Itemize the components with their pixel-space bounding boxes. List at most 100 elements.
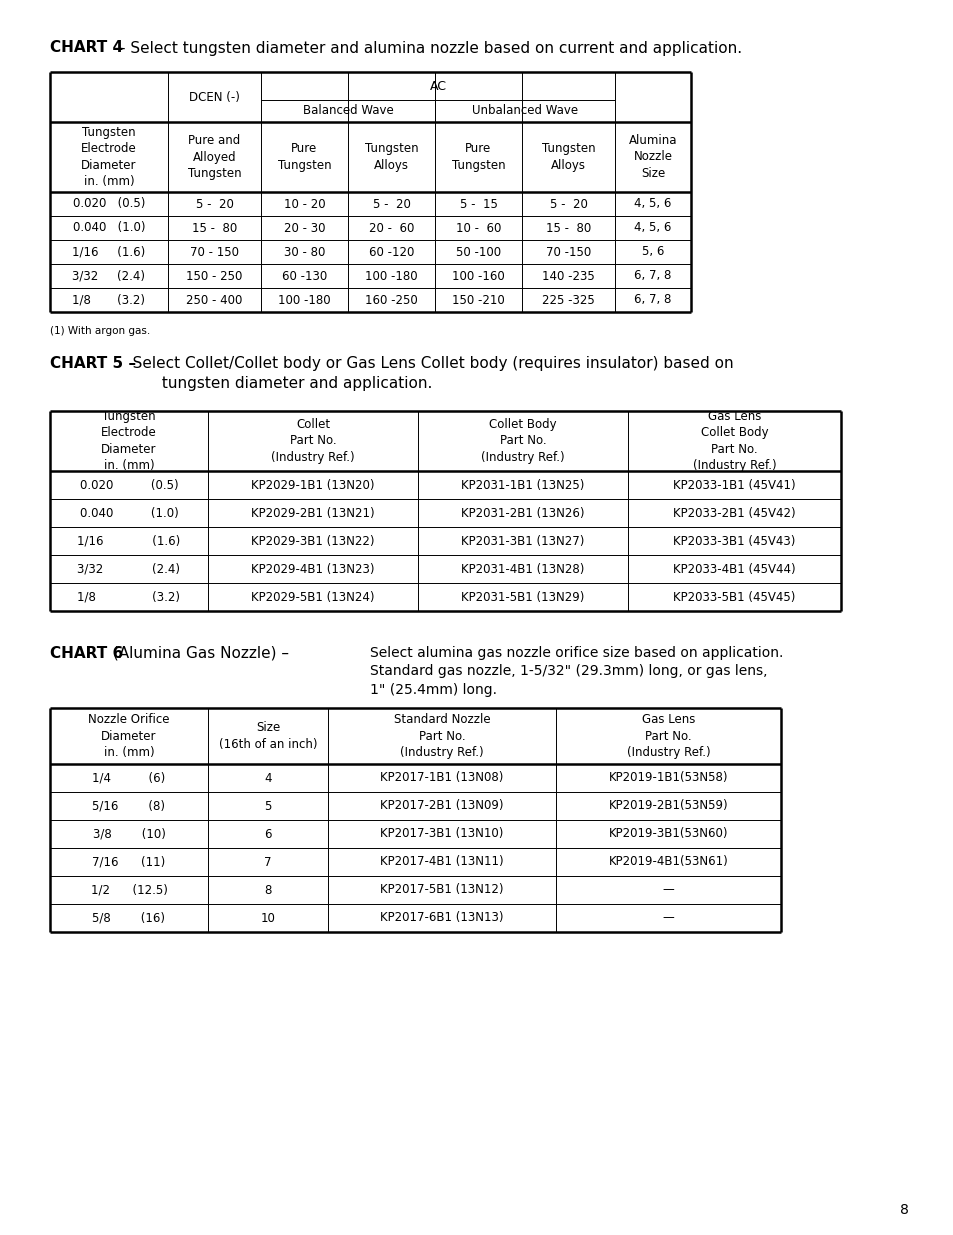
Text: Nozzle Orifice
Diameter
in. (mm): Nozzle Orifice Diameter in. (mm) [89,713,170,760]
Text: KP2033-4B1 (45V44): KP2033-4B1 (45V44) [673,562,795,576]
Text: Balanced Wave: Balanced Wave [302,105,393,117]
Text: KP2033-3B1 (45V43): KP2033-3B1 (45V43) [673,535,795,547]
Text: 60 -130: 60 -130 [281,269,327,283]
Text: 1/8               (3.2): 1/8 (3.2) [77,590,180,604]
Text: 5 -  20: 5 - 20 [373,198,410,210]
Text: KP2029-1B1 (13N20): KP2029-1B1 (13N20) [251,478,375,492]
Text: KP2019-2B1(53N59): KP2019-2B1(53N59) [608,799,727,813]
Text: KP2033-2B1 (45V42): KP2033-2B1 (45V42) [673,506,795,520]
Text: 1/16     (1.6): 1/16 (1.6) [72,246,146,258]
Text: (Alumina Gas Nozzle) –: (Alumina Gas Nozzle) – [108,646,289,661]
Text: 5 -  15: 5 - 15 [459,198,497,210]
Text: KP2017-1B1 (13N08): KP2017-1B1 (13N08) [380,772,503,784]
Text: Size
(16th of an inch): Size (16th of an inch) [218,721,317,751]
Text: – Select tungsten diameter and alumina nozzle based on current and application.: – Select tungsten diameter and alumina n… [112,41,741,56]
Text: 5: 5 [264,799,272,813]
Text: 0.020          (0.5): 0.020 (0.5) [80,478,178,492]
Text: 4: 4 [264,772,272,784]
Text: KP2031-5B1 (13N29): KP2031-5B1 (13N29) [461,590,584,604]
Text: 0.040   (1.0): 0.040 (1.0) [72,221,145,235]
Text: —: — [662,883,674,897]
Text: CHART 4: CHART 4 [50,41,123,56]
Text: KP2019-3B1(53N60): KP2019-3B1(53N60) [608,827,727,841]
Text: 30 - 80: 30 - 80 [283,246,325,258]
Text: 225 -325: 225 -325 [541,294,595,306]
Text: DCEN (-): DCEN (-) [189,90,240,104]
Text: KP2019-1B1(53N58): KP2019-1B1(53N58) [608,772,727,784]
Text: KP2031-4B1 (13N28): KP2031-4B1 (13N28) [461,562,584,576]
Text: 20 -  60: 20 - 60 [369,221,414,235]
Text: 1/4          (6): 1/4 (6) [92,772,166,784]
Text: 7/16      (11): 7/16 (11) [92,856,166,868]
Text: 1/8       (3.2): 1/8 (3.2) [72,294,146,306]
Text: 1/16             (1.6): 1/16 (1.6) [77,535,180,547]
Text: Pure
Tungsten: Pure Tungsten [451,142,505,172]
Text: Tungsten
Electrode
Diameter
in. (mm): Tungsten Electrode Diameter in. (mm) [81,126,136,188]
Text: Unbalanced Wave: Unbalanced Wave [472,105,578,117]
Text: Collet Body
Part No.
(Industry Ref.): Collet Body Part No. (Industry Ref.) [480,417,564,464]
Text: 6, 7, 8: 6, 7, 8 [634,294,671,306]
Text: KP2017-3B1 (13N10): KP2017-3B1 (13N10) [380,827,503,841]
Text: Tungsten
Alloys: Tungsten Alloys [541,142,595,172]
Text: KP2031-3B1 (13N27): KP2031-3B1 (13N27) [461,535,584,547]
Text: 3/32     (2.4): 3/32 (2.4) [72,269,146,283]
Text: Tungsten
Alloys: Tungsten Alloys [364,142,417,172]
Text: KP2031-2B1 (13N26): KP2031-2B1 (13N26) [460,506,584,520]
Text: 50 -100: 50 -100 [456,246,500,258]
Text: KP2017-2B1 (13N09): KP2017-2B1 (13N09) [380,799,503,813]
Text: 70 - 150: 70 - 150 [190,246,239,258]
Text: 8: 8 [264,883,272,897]
Text: KP2029-5B1 (13N24): KP2029-5B1 (13N24) [251,590,375,604]
Text: 150 -210: 150 -210 [452,294,504,306]
Text: Standard Nozzle
Part No.
(Industry Ref.): Standard Nozzle Part No. (Industry Ref.) [394,713,490,760]
Text: CHART 6: CHART 6 [50,646,123,661]
Text: 5, 6: 5, 6 [641,246,663,258]
Text: CHART 5 –: CHART 5 – [50,356,136,370]
Text: 5/16        (8): 5/16 (8) [92,799,165,813]
Text: 10 -  60: 10 - 60 [456,221,500,235]
Text: KP2029-3B1 (13N22): KP2029-3B1 (13N22) [251,535,375,547]
Text: Pure and
Alloyed
Tungsten: Pure and Alloyed Tungsten [188,135,241,180]
Text: Alumina
Nozzle
Size: Alumina Nozzle Size [628,135,677,180]
Text: 250 - 400: 250 - 400 [186,294,242,306]
Text: 160 -250: 160 -250 [365,294,417,306]
Text: KP2031-1B1 (13N25): KP2031-1B1 (13N25) [461,478,584,492]
Text: KP2019-4B1(53N61): KP2019-4B1(53N61) [608,856,727,868]
Text: —: — [662,911,674,925]
Text: 4, 5, 6: 4, 5, 6 [634,198,671,210]
Text: 100 -180: 100 -180 [365,269,417,283]
Text: KP2033-5B1 (45V45): KP2033-5B1 (45V45) [673,590,795,604]
Text: 60 -120: 60 -120 [369,246,414,258]
Text: Gas Lens
Collet Body
Part No.
(Industry Ref.): Gas Lens Collet Body Part No. (Industry … [692,410,776,472]
Text: 10 - 20: 10 - 20 [283,198,325,210]
Text: KP2029-4B1 (13N23): KP2029-4B1 (13N23) [251,562,375,576]
Text: KP2017-5B1 (13N12): KP2017-5B1 (13N12) [380,883,503,897]
Text: Tungsten
Electrode
Diameter
in. (mm): Tungsten Electrode Diameter in. (mm) [101,410,156,472]
Text: 6: 6 [264,827,272,841]
Text: 0.020   (0.5): 0.020 (0.5) [72,198,145,210]
Text: 5 -  20: 5 - 20 [549,198,587,210]
Text: 6, 7, 8: 6, 7, 8 [634,269,671,283]
Text: 5/8        (16): 5/8 (16) [92,911,165,925]
Text: 70 -150: 70 -150 [545,246,591,258]
Text: 10: 10 [260,911,275,925]
Text: Select Collet/Collet body or Gas Lens Collet body (requires insulator) based on
: Select Collet/Collet body or Gas Lens Co… [118,356,733,390]
Text: 5 -  20: 5 - 20 [195,198,233,210]
Text: Gas Lens
Part No.
(Industry Ref.): Gas Lens Part No. (Industry Ref.) [626,713,710,760]
Text: Select alumina gas nozzle orifice size based on application.
Standard gas nozzle: Select alumina gas nozzle orifice size b… [370,646,782,697]
Text: Collet
Part No.
(Industry Ref.): Collet Part No. (Industry Ref.) [271,417,355,464]
Text: KP2017-4B1 (13N11): KP2017-4B1 (13N11) [380,856,503,868]
Text: 1/2      (12.5): 1/2 (12.5) [91,883,168,897]
Text: 7: 7 [264,856,272,868]
Text: 3/8        (10): 3/8 (10) [92,827,165,841]
Text: 150 - 250: 150 - 250 [186,269,242,283]
Text: AC: AC [429,79,446,93]
Text: KP2017-6B1 (13N13): KP2017-6B1 (13N13) [380,911,503,925]
Text: 15 -  80: 15 - 80 [545,221,591,235]
Text: 4, 5, 6: 4, 5, 6 [634,221,671,235]
Text: 3/32             (2.4): 3/32 (2.4) [77,562,180,576]
Text: Pure
Tungsten: Pure Tungsten [277,142,331,172]
Text: 8: 8 [899,1203,907,1216]
Text: 20 - 30: 20 - 30 [283,221,325,235]
Text: KP2033-1B1 (45V41): KP2033-1B1 (45V41) [673,478,795,492]
